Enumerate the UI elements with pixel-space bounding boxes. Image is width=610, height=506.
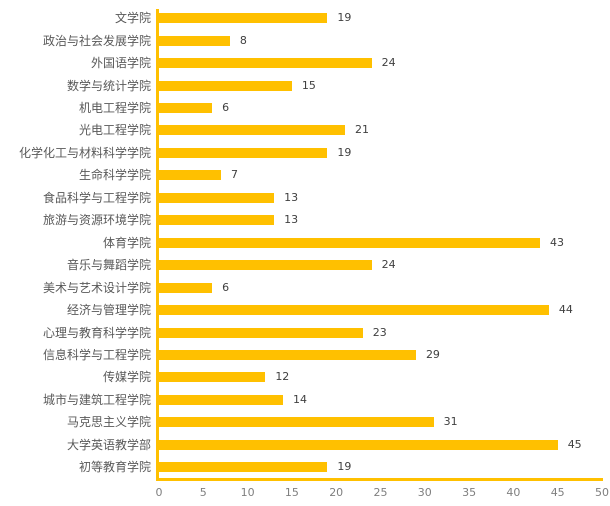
category-label: 初等教育学院	[78, 460, 151, 475]
category-label: 旅游与资源环境学院	[42, 213, 151, 228]
value-label: 14	[293, 392, 308, 406]
x-tick-label: 15	[284, 486, 299, 500]
x-tick-label: 45	[550, 486, 565, 500]
bar	[159, 282, 213, 293]
x-tick-label: 5	[199, 486, 207, 500]
category-label: 信息科学与工程学院	[42, 347, 151, 362]
category-label: 外国语学院	[90, 56, 151, 71]
value-label: 13	[284, 213, 299, 227]
bar	[159, 215, 275, 226]
bar	[159, 192, 275, 203]
category-label: 音乐与舞蹈学院	[66, 258, 151, 273]
x-tick-label: 40	[506, 486, 521, 500]
value-label: 31	[443, 415, 458, 429]
bar	[159, 125, 346, 136]
bar	[159, 35, 230, 46]
value-label: 21	[355, 123, 370, 137]
bar	[159, 394, 284, 405]
x-tick-label: 20	[329, 486, 344, 500]
y-axis-line	[156, 9, 159, 482]
value-label: 19	[337, 460, 352, 474]
x-tick-label: 0	[155, 486, 163, 500]
value-label: 23	[372, 325, 387, 339]
category-label: 美术与艺术设计学院	[42, 280, 151, 295]
x-tick-label: 30	[417, 486, 432, 500]
x-tick-label: 25	[373, 486, 388, 500]
value-label: 8	[239, 33, 247, 47]
value-label: 6	[222, 101, 230, 115]
bar	[159, 372, 266, 383]
category-label: 大学英语教学部	[66, 437, 151, 452]
x-tick-label: 35	[462, 486, 477, 500]
bar	[159, 305, 549, 316]
bar	[159, 170, 222, 181]
value-label: 44	[558, 303, 573, 317]
value-label: 24	[381, 56, 396, 70]
bar	[159, 417, 434, 428]
bar	[159, 58, 372, 69]
value-label: 29	[425, 347, 440, 361]
value-label: 19	[337, 11, 352, 25]
category-label: 城市与建筑工程学院	[42, 392, 151, 407]
category-label: 生命科学学院	[78, 168, 151, 183]
category-label: 体育学院	[102, 235, 151, 250]
bar	[159, 13, 328, 24]
x-axis-line	[156, 478, 603, 482]
value-label: 12	[275, 370, 290, 384]
category-label: 机电工程学院	[78, 101, 151, 116]
bar	[159, 327, 363, 338]
value-label: 24	[381, 258, 396, 272]
bar	[159, 439, 558, 450]
category-label: 经济与管理学院	[66, 303, 151, 318]
category-label: 传媒学院	[102, 370, 151, 385]
bar	[159, 260, 372, 271]
category-label: 化学化工与材料科学学院	[18, 145, 151, 160]
bar	[159, 103, 213, 114]
x-tick-label: 50	[595, 486, 609, 500]
category-label: 光电工程学院	[78, 123, 151, 138]
x-tick-label: 10	[240, 486, 255, 500]
value-label: 43	[549, 235, 564, 249]
value-label: 13	[284, 190, 299, 204]
category-label: 心理与教育科学学院	[42, 325, 151, 340]
category-label: 食品科学与工程学院	[42, 190, 151, 205]
category-label: 数学与统计学院	[66, 78, 151, 93]
bar	[159, 237, 540, 248]
bar	[159, 147, 328, 158]
value-label: 15	[301, 78, 316, 92]
value-label: 6	[222, 280, 230, 294]
category-label: 文学院	[114, 11, 151, 26]
category-label: 政治与社会发展学院	[42, 33, 151, 48]
value-label: 45	[567, 437, 582, 451]
value-label: 7	[231, 168, 239, 182]
value-label: 19	[337, 145, 352, 159]
bar	[159, 349, 416, 360]
bar	[159, 80, 292, 91]
category-label: 马克思主义学院	[66, 415, 151, 430]
bar	[159, 462, 328, 473]
